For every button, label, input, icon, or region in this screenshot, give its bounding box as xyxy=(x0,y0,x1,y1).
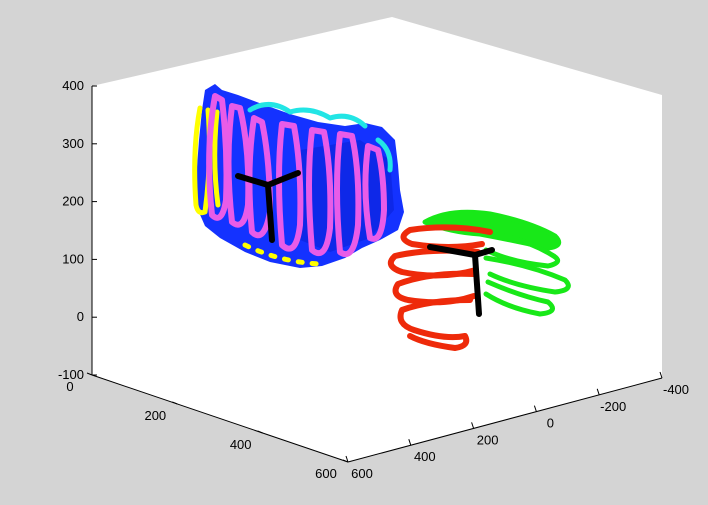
y-tick-mark xyxy=(471,422,475,429)
z-tick-label: 100 xyxy=(62,251,84,266)
y-tick-mark xyxy=(596,388,600,395)
x-axis-ticks: 0 200 400 600 xyxy=(66,372,349,481)
x-tick-mark xyxy=(172,401,178,405)
y-axis-ticks: -400 -200 0 200 400 600 xyxy=(345,371,689,481)
magenta-loop-1 xyxy=(206,93,230,221)
y-tick-label: 400 xyxy=(414,449,436,464)
z-axis-ticks: -100 0 100 200 300 400 xyxy=(58,78,97,382)
y-axis-line xyxy=(347,377,663,463)
y-tick-label: 200 xyxy=(477,432,499,447)
yellow-dots-bottom xyxy=(242,242,323,267)
x-axis-line xyxy=(91,374,349,463)
magenta-loop-6 xyxy=(334,131,362,258)
series-magenta-strokes xyxy=(206,93,387,258)
y-tick-label: 0 xyxy=(547,416,554,431)
cyan-stroke-top xyxy=(247,102,368,129)
x-tick-label: 200 xyxy=(144,408,166,423)
x-tick-mark xyxy=(342,459,349,463)
x-tick-mark xyxy=(86,372,93,376)
frame-lower xyxy=(427,244,495,317)
y-tick-mark xyxy=(533,405,537,412)
x-tick-label: 400 xyxy=(230,437,252,452)
y-tick-mark xyxy=(659,371,663,379)
z-tick-label: 200 xyxy=(62,194,84,209)
y-tick-label: 600 xyxy=(351,466,373,481)
x-tick-label: 0 xyxy=(66,379,73,394)
z-tick-label: 0 xyxy=(77,309,84,324)
green-loop-2 xyxy=(483,255,571,295)
frame-lower-axis-right xyxy=(472,247,495,258)
magenta-loop-4 xyxy=(276,121,304,252)
red-loop-1 xyxy=(400,224,493,250)
z-tick-label: 400 xyxy=(62,78,84,93)
frame-upper-axis-vertical xyxy=(265,182,275,243)
z-tick-label: 300 xyxy=(62,136,84,151)
y-tick-label: -200 xyxy=(600,399,626,414)
magenta-loop-2 xyxy=(225,103,252,228)
magenta-loop-7 xyxy=(362,143,387,242)
z-tick-label: -100 xyxy=(58,367,84,382)
magenta-loop-3 xyxy=(246,115,273,239)
series-cyan-strokes xyxy=(247,102,393,173)
red-loop-4 xyxy=(397,297,473,351)
x-tick-mark xyxy=(257,430,263,434)
x-tick-label: 600 xyxy=(315,466,337,481)
y-tick-label: -400 xyxy=(663,382,689,397)
axis-lines xyxy=(91,86,663,463)
frame-upper xyxy=(235,170,301,243)
y-tick-mark xyxy=(345,455,349,463)
cyan-stroke-right xyxy=(375,137,393,173)
magenta-loop-5 xyxy=(306,127,334,257)
yellow-stroke-inner xyxy=(212,109,221,208)
frame-upper-axis-left xyxy=(235,173,271,188)
green-loop-3 xyxy=(483,279,555,317)
y-tick-mark xyxy=(408,439,412,446)
frame-upper-axis-right xyxy=(265,170,301,188)
frame-lower-axis-left xyxy=(427,244,478,258)
green-loop-1 xyxy=(479,229,561,269)
frame-lower-axis-vertical xyxy=(472,252,482,317)
